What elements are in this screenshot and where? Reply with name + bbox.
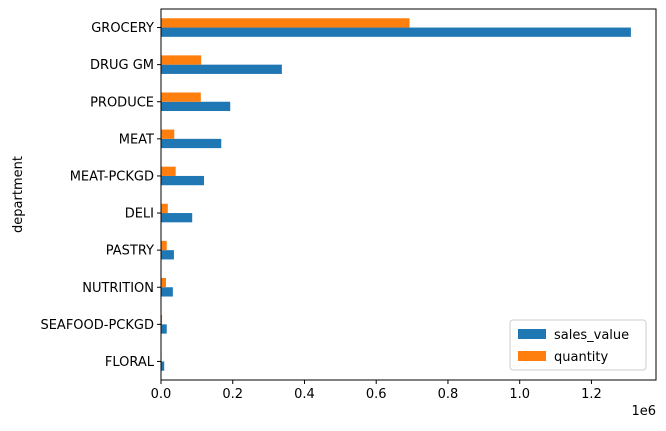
bar-quantity-pastry	[161, 240, 167, 251]
y-tick-label: PASTRY	[106, 244, 154, 259]
bar-quantity-produce	[161, 92, 201, 102]
bar-sales-value-deli	[161, 213, 193, 223]
bar-sales-value-floral	[161, 361, 165, 371]
bar-quantity-nutrition	[161, 277, 167, 288]
legend-label-quantity: quantity	[554, 350, 609, 365]
legend: sales_value quantity	[509, 319, 647, 371]
bar-quantity-drug gm	[161, 55, 202, 65]
legend-swatch-sales-value	[518, 329, 546, 339]
y-tick-label: PRODUCE	[90, 95, 154, 110]
x-tick-label: 1.0	[509, 387, 530, 402]
y-axis-label: department	[11, 156, 26, 233]
y-tick-label: DELI	[125, 207, 154, 222]
bar-sales-value-meat-pckgd	[161, 175, 205, 186]
x-tick-label: 0.6	[366, 387, 387, 402]
legend-swatch-quantity	[518, 351, 546, 361]
axes-frame	[160, 8, 657, 381]
bar-quantity-deli	[161, 203, 168, 214]
y-tick-label: MEAT-PCKGD	[70, 169, 154, 184]
bar-sales-value-produce	[161, 101, 231, 112]
y-tick-label: SEAFOOD-PCKGD	[40, 318, 154, 333]
bar-quantity-meat	[161, 129, 175, 139]
x-tick-label: 0.2	[222, 387, 243, 402]
bar-sales-value-seafood-pckgd	[161, 324, 167, 334]
bar-quantity-meat-pckgd	[161, 166, 176, 176]
y-tick-label: MEAT	[119, 132, 154, 147]
x-axis: 0.0 0.2 0.4 0.6 0.8 1.0 1.2	[151, 380, 602, 402]
legend-label-sales-value: sales_value	[554, 328, 629, 343]
bar-sales-value-pastry	[161, 250, 174, 260]
x-axis-offset-text: 1e6	[631, 404, 656, 419]
bar-sales-value-nutrition	[161, 287, 173, 297]
y-tick-label: FLORAL	[105, 355, 155, 370]
x-tick-label: 1.2	[581, 387, 602, 402]
bars-layer	[161, 18, 631, 371]
x-tick-label: 0.4	[294, 387, 315, 402]
y-tick-label: DRUG GM	[90, 58, 154, 73]
bar-quantity-grocery	[161, 18, 410, 28]
bar-sales-value-drug gm	[161, 64, 282, 74]
bar-sales-value-grocery	[161, 27, 631, 37]
y-tick-label: GROCERY	[91, 21, 154, 36]
y-axis: FLORAL SEAFOOD-PCKGD NUTRITION PASTRY DELI ME…	[40, 21, 161, 370]
y-tick-label: NUTRITION	[82, 281, 154, 296]
bar-sales-value-meat	[161, 138, 222, 149]
x-tick-label: 0.0	[151, 387, 172, 402]
x-tick-label: 0.8	[438, 387, 459, 402]
bar-quantity-seafood-pckgd	[161, 315, 163, 325]
